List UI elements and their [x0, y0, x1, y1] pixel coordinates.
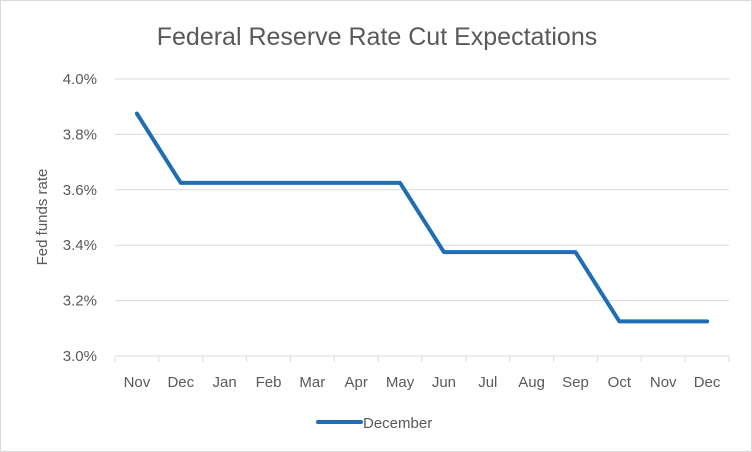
x-tick-label: Oct: [608, 374, 632, 391]
x-tick-label: Dec: [694, 374, 721, 391]
x-tick-label: Nov: [650, 374, 677, 391]
x-tick-label: Sep: [562, 374, 589, 391]
x-tick-label: Nov: [124, 374, 151, 391]
series-line-december: [134, 111, 710, 324]
y-tick-label: 4.0%: [63, 71, 97, 88]
legend-label-december: December: [363, 415, 432, 432]
y-tick-label: 3.2%: [63, 293, 97, 310]
x-tick-label: May: [386, 374, 415, 391]
chart-title: Federal Reserve Rate Cut Expectations: [157, 23, 598, 51]
x-axis-ticks: Nov Dec Jan Feb Mar Apr May Jun Jul Aug Sep Oct Nov D…: [114, 356, 730, 391]
x-tick-label: Feb: [256, 374, 282, 391]
y-axis-ticks: 3.0% 3.2% 3.4% 3.6% 3.8% 4.0%: [63, 71, 97, 365]
x-tick-label: Mar: [299, 374, 325, 391]
x-tick-label: Jun: [432, 374, 456, 391]
y-tick-label: 3.0%: [63, 348, 97, 365]
x-tick-label: Jan: [213, 374, 237, 391]
y-axis-label: Fed funds rate: [34, 169, 51, 266]
x-tick-label: Apr: [345, 374, 368, 391]
y-tick-label: 3.4%: [63, 237, 97, 254]
x-tick-label: Aug: [518, 374, 545, 391]
x-tick-label: Dec: [167, 374, 194, 391]
y-tick-label: 3.6%: [63, 182, 97, 199]
legend: December: [316, 415, 432, 432]
series-layer: [134, 111, 710, 324]
gridlines: [115, 78, 729, 302]
y-tick-label: 3.8%: [63, 126, 97, 143]
x-tick-label: Jul: [478, 374, 497, 391]
